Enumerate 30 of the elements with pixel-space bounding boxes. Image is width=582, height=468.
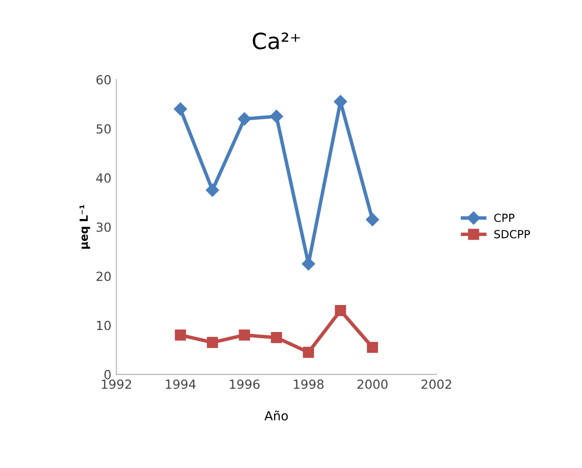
point — [174, 102, 188, 116]
legend-label: SDCPP — [494, 230, 530, 238]
chart-title: Ca²⁺ — [252, 32, 300, 50]
x-tick-label: 2002 — [422, 379, 452, 389]
y-tick-label: 10 — [97, 320, 111, 330]
point — [270, 110, 284, 124]
point — [366, 213, 380, 226]
point — [302, 346, 314, 358]
point — [334, 304, 346, 316]
x-tick-label: 1998 — [294, 379, 324, 389]
y-axis-title: µeq L⁻¹ — [80, 204, 90, 249]
legend-label: CPP — [494, 214, 514, 222]
point — [206, 336, 218, 348]
y-tick-label: 50 — [96, 124, 111, 134]
x-tick-label: 1992 — [102, 379, 132, 389]
x-tick-label: 1994 — [166, 379, 196, 389]
x-tick-label: 1996 — [230, 379, 260, 389]
point — [270, 332, 282, 344]
x-axis-title: Año — [264, 410, 288, 420]
point — [174, 330, 186, 341]
x-tick-label: 2000 — [357, 379, 388, 389]
y-tick-label: 30 — [96, 222, 111, 232]
y-tick-label: 40 — [96, 173, 111, 183]
point — [206, 184, 220, 197]
y-tick-label: 0 — [104, 370, 111, 380]
y-tick-label: 60 — [96, 75, 111, 84]
point — [366, 342, 378, 353]
y-tick-label: 20 — [96, 272, 111, 282]
point — [238, 330, 250, 341]
point — [238, 112, 252, 126]
